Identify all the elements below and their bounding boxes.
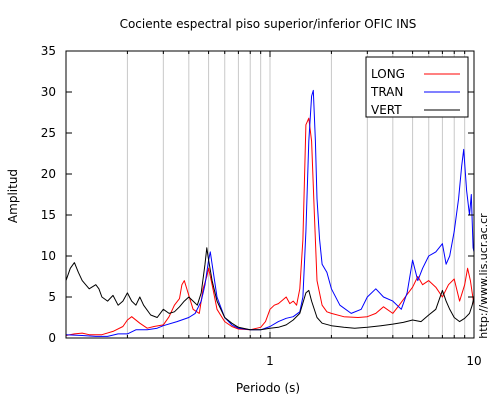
series-line-long [65, 117, 475, 336]
y-tick-label: 20 [41, 167, 56, 181]
y-tick-label: 25 [41, 126, 56, 140]
chart-title: Cociente espectral piso superior/inferio… [120, 17, 417, 31]
series-line-tran [65, 89, 475, 337]
y-tick-label: 35 [41, 44, 56, 58]
legend-box [365, 56, 469, 118]
x-tick-label: 10 [466, 354, 481, 368]
y-tick-label: 5 [48, 290, 56, 304]
x-axis-label: Periodo (s) [236, 381, 300, 395]
legend-label-long: LONG [371, 67, 405, 81]
legend: LONG TRAN VERT [365, 56, 469, 118]
y-tick-label: 15 [41, 208, 56, 222]
y-tick-label: 10 [41, 249, 56, 263]
series-line-vert [65, 247, 475, 331]
series-lines [65, 89, 475, 337]
legend-label-vert: VERT [371, 103, 402, 117]
axis-ticks: 0 5 10 15 20 25 30 35 1 10 [41, 44, 482, 368]
legend-label-tran: TRAN [370, 85, 403, 99]
x-tick-label: 1 [266, 354, 274, 368]
y-axis-label: Amplitud [6, 169, 20, 223]
source-url-text: http://www.lis.ucr.ac.cr [477, 213, 490, 339]
y-tick-label: 30 [41, 85, 56, 99]
y-tick-label: 0 [48, 331, 56, 345]
